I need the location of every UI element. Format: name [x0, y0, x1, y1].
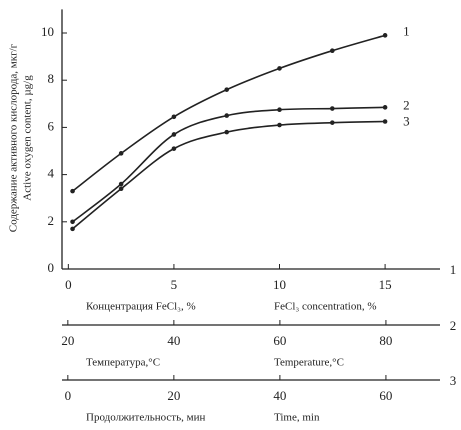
point: [70, 188, 75, 194]
point: [224, 113, 230, 118]
curve-label: 2: [403, 97, 410, 112]
x-tick-label: 60: [273, 333, 286, 348]
point: [277, 66, 282, 71]
curve-label: 3: [403, 113, 410, 128]
point: [70, 226, 75, 232]
x-axis-label: Температура,°C: [86, 357, 160, 369]
point: [277, 122, 282, 128]
x-tick-label: 80: [379, 333, 392, 348]
y-tick-label: 8: [48, 71, 55, 86]
y-axis-label: Содержание активного кислорода, мкг/г: [8, 43, 20, 232]
y-tick-label: 0: [48, 260, 55, 275]
point: [171, 132, 177, 137]
point: [382, 105, 388, 110]
point: [330, 106, 335, 111]
point: [171, 114, 177, 120]
curve: [72, 34, 386, 192]
x-tick-label: 5: [171, 277, 178, 292]
x-tick-label: 20: [61, 333, 74, 348]
point: [224, 129, 230, 135]
x-tick-label: 10: [273, 277, 286, 292]
y-tick-label: 4: [48, 166, 55, 181]
curve-label: 1: [403, 23, 410, 38]
x-tick-label: 0: [65, 277, 72, 292]
point: [382, 33, 388, 38]
x-axis-label: Time, min: [274, 412, 320, 424]
x-tick-label: 15: [379, 277, 392, 292]
curve: [72, 106, 386, 223]
x-axis-label: FeCl₃ concentration, %: [274, 301, 377, 313]
point: [224, 87, 230, 92]
x-tick-label: 0: [65, 388, 72, 403]
point: [171, 146, 177, 151]
x-axis-number: 3: [450, 373, 457, 388]
y-tick-label: 10: [41, 24, 54, 39]
point: [118, 181, 124, 187]
y-axis-label: Active oxygen content, µg/g: [22, 75, 34, 201]
x-tick-label: 60: [379, 388, 392, 403]
curve: [72, 120, 386, 230]
x-axis-label: Продолжительность, мин: [86, 412, 205, 424]
point: [277, 107, 282, 112]
point: [70, 219, 75, 225]
x-tick-label: 40: [273, 388, 286, 403]
y-tick-label: 2: [48, 213, 55, 228]
point: [118, 186, 124, 192]
point: [330, 120, 335, 125]
x-tick-label: 20: [167, 388, 180, 403]
point: [118, 151, 124, 156]
x-axis-number: 1: [450, 262, 457, 277]
x-axis-label: Концентрация FeCl₃, %: [86, 301, 196, 313]
x-axis-label: Temperature,°C: [274, 357, 344, 369]
x-tick-label: 40: [167, 333, 180, 348]
y-tick-label: 6: [48, 118, 55, 133]
point: [382, 119, 388, 124]
x-axis-number: 2: [450, 318, 457, 333]
point: [330, 48, 335, 53]
